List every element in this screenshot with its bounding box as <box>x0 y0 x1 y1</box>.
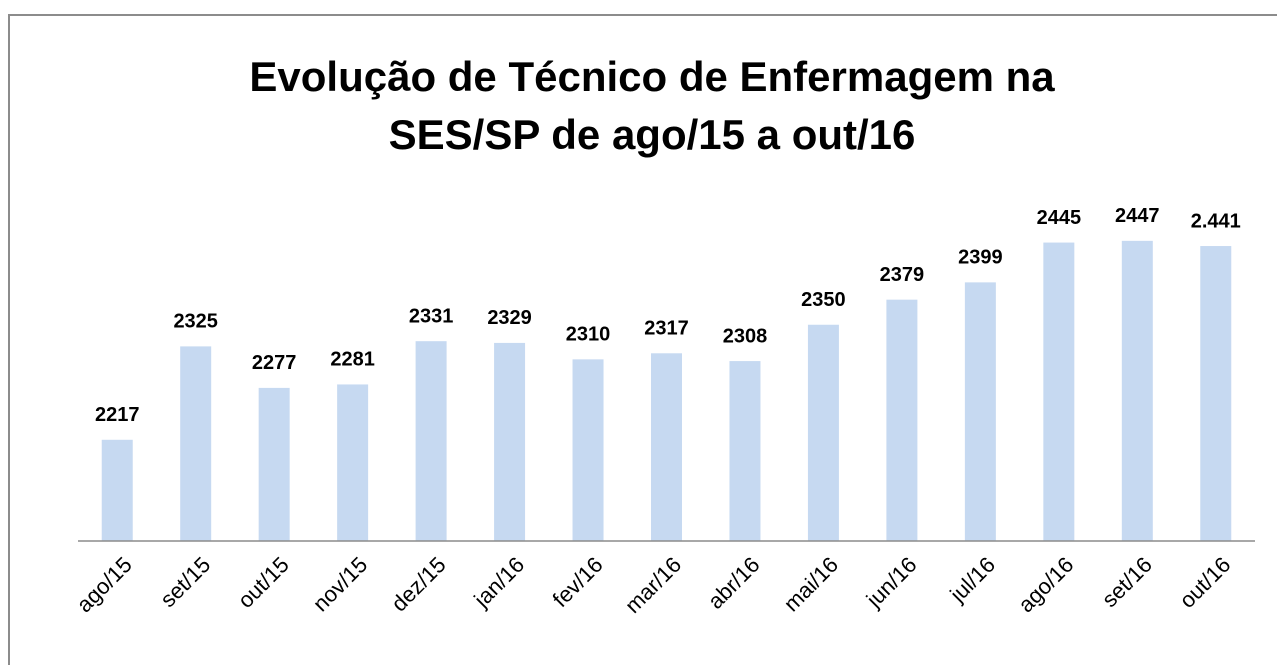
value-label: 2399 <box>958 247 1003 269</box>
value-label: 2.441 <box>1191 210 1241 232</box>
bar <box>651 353 682 541</box>
x-tick-label: abr/16 <box>703 552 765 614</box>
chart-title: Evolução de Técnico de Enfermagem na SES… <box>249 53 1055 158</box>
x-tick-label: set/15 <box>155 552 215 612</box>
x-tick-label: mar/16 <box>620 552 686 618</box>
x-tick-label: out/16 <box>1174 552 1235 613</box>
value-label: 2281 <box>330 349 375 371</box>
value-label: 2310 <box>566 324 611 346</box>
bar <box>807 324 839 541</box>
value-label: 2447 <box>1115 205 1160 227</box>
value-label: 2277 <box>252 352 297 374</box>
bar <box>886 299 918 541</box>
bar <box>180 346 212 541</box>
x-tick-label: nov/15 <box>308 552 372 616</box>
bar <box>572 359 604 541</box>
bar <box>964 282 996 541</box>
value-label: 2308 <box>723 325 768 347</box>
x-tick-label: jun/16 <box>861 552 922 613</box>
bar <box>729 361 761 541</box>
value-label: 2445 <box>1037 207 1082 229</box>
bar <box>415 341 447 541</box>
bar <box>1043 242 1075 541</box>
x-tick-label: ago/15 <box>72 552 137 617</box>
bar <box>1121 240 1153 541</box>
x-tick-label: ago/16 <box>1013 552 1078 617</box>
value-label: 2329 <box>487 307 532 329</box>
frame <box>8 14 1277 665</box>
value-label: 2317 <box>644 318 689 340</box>
x-tick-label: jul/16 <box>944 552 1000 608</box>
bar <box>337 384 369 541</box>
value-label: 2379 <box>880 264 925 286</box>
value-label: 2325 <box>173 311 218 333</box>
x-tick-label: mai/16 <box>779 552 843 616</box>
value-label: 2350 <box>801 289 846 311</box>
bar <box>258 387 290 541</box>
x-tick-label: dez/15 <box>386 552 450 616</box>
bar <box>101 439 133 541</box>
bar <box>494 342 526 541</box>
bar <box>1200 246 1232 541</box>
value-label: 2217 <box>95 404 140 426</box>
x-tick-label: out/15 <box>233 552 294 613</box>
value-label: 2331 <box>409 305 454 327</box>
x-tick-label: set/16 <box>1097 552 1157 612</box>
x-tick-label: jan/16 <box>468 552 529 613</box>
x-tick-label: fev/16 <box>548 552 608 612</box>
